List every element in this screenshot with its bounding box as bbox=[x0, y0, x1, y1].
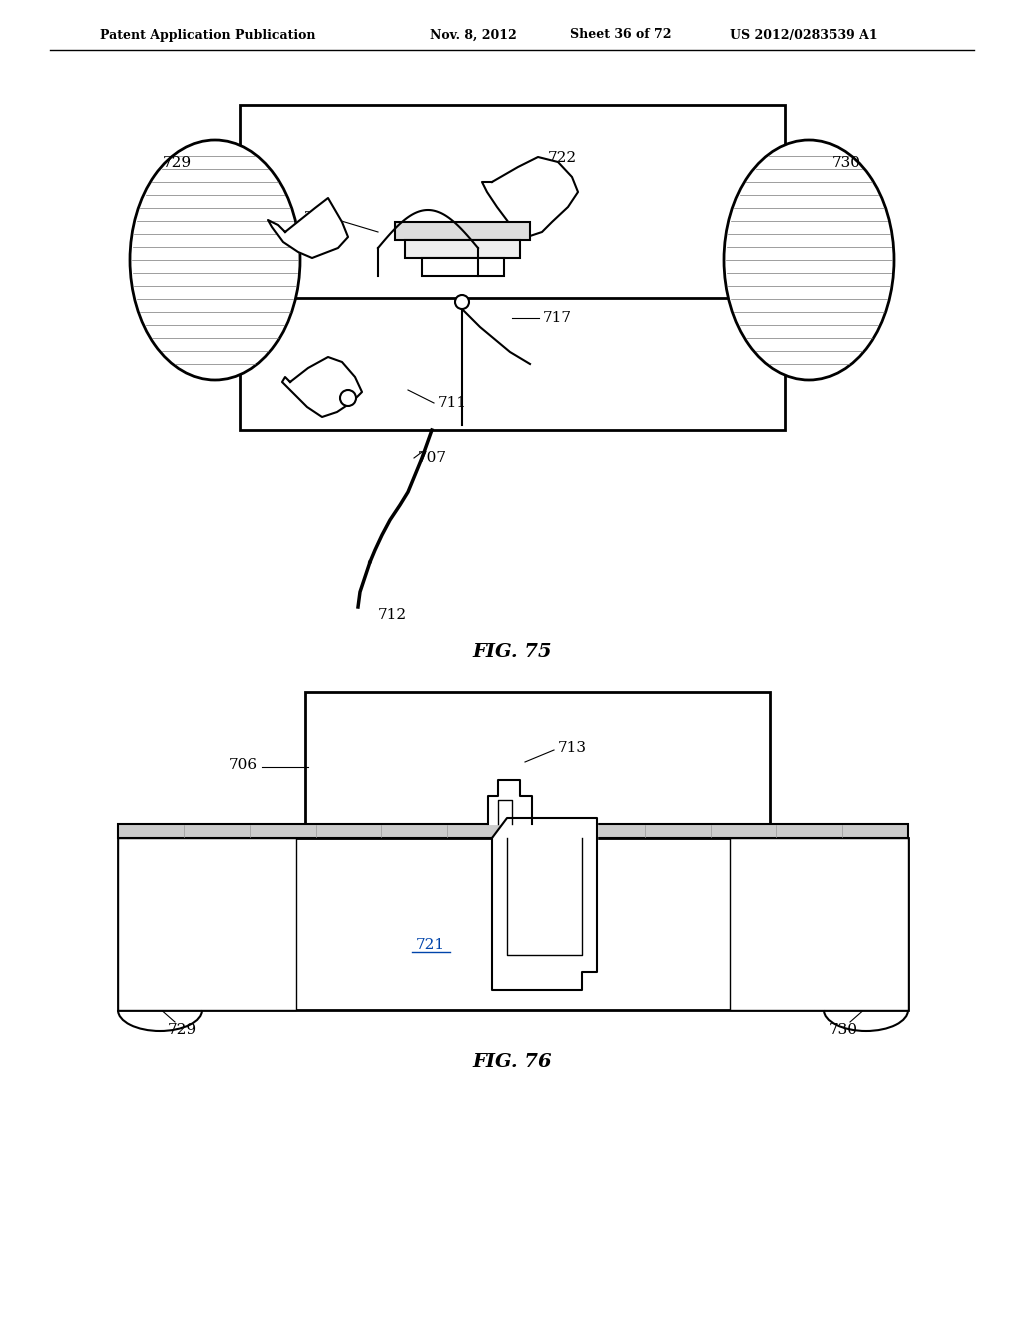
Circle shape bbox=[340, 389, 356, 407]
Text: 730: 730 bbox=[828, 1023, 857, 1038]
Bar bbox=[395, 222, 530, 240]
Polygon shape bbox=[268, 198, 348, 257]
Polygon shape bbox=[282, 356, 362, 417]
Bar bbox=[730, 838, 908, 1010]
Text: 707: 707 bbox=[418, 451, 447, 465]
Bar bbox=[118, 824, 908, 838]
Bar bbox=[240, 106, 785, 300]
Text: 729: 729 bbox=[168, 1023, 197, 1038]
Text: 715: 715 bbox=[304, 211, 333, 224]
Text: 717: 717 bbox=[543, 312, 572, 325]
Bar bbox=[406, 240, 520, 257]
Text: 711: 711 bbox=[438, 396, 467, 411]
Bar bbox=[118, 838, 296, 1010]
Bar bbox=[305, 692, 770, 840]
Text: Sheet 36 of 72: Sheet 36 of 72 bbox=[570, 29, 672, 41]
Text: 722: 722 bbox=[548, 150, 578, 165]
Text: FIG. 75: FIG. 75 bbox=[472, 643, 552, 661]
Polygon shape bbox=[482, 157, 578, 238]
Polygon shape bbox=[488, 780, 532, 824]
Text: 712: 712 bbox=[378, 609, 408, 622]
Ellipse shape bbox=[724, 140, 894, 380]
Text: 729: 729 bbox=[163, 156, 193, 170]
Text: Nov. 8, 2012: Nov. 8, 2012 bbox=[430, 29, 517, 41]
Circle shape bbox=[455, 294, 469, 309]
Text: FIG. 76: FIG. 76 bbox=[472, 1053, 552, 1071]
Text: 713: 713 bbox=[558, 741, 587, 755]
Polygon shape bbox=[492, 818, 597, 990]
Text: 706: 706 bbox=[229, 758, 258, 772]
Text: Patent Application Publication: Patent Application Publication bbox=[100, 29, 315, 41]
Text: 722: 722 bbox=[520, 939, 550, 952]
Text: 721: 721 bbox=[416, 939, 444, 952]
Bar bbox=[240, 298, 785, 430]
Bar bbox=[422, 257, 504, 276]
Ellipse shape bbox=[130, 140, 300, 380]
Bar bbox=[118, 838, 908, 1010]
Text: 730: 730 bbox=[831, 156, 861, 170]
Text: US 2012/0283539 A1: US 2012/0283539 A1 bbox=[730, 29, 878, 41]
